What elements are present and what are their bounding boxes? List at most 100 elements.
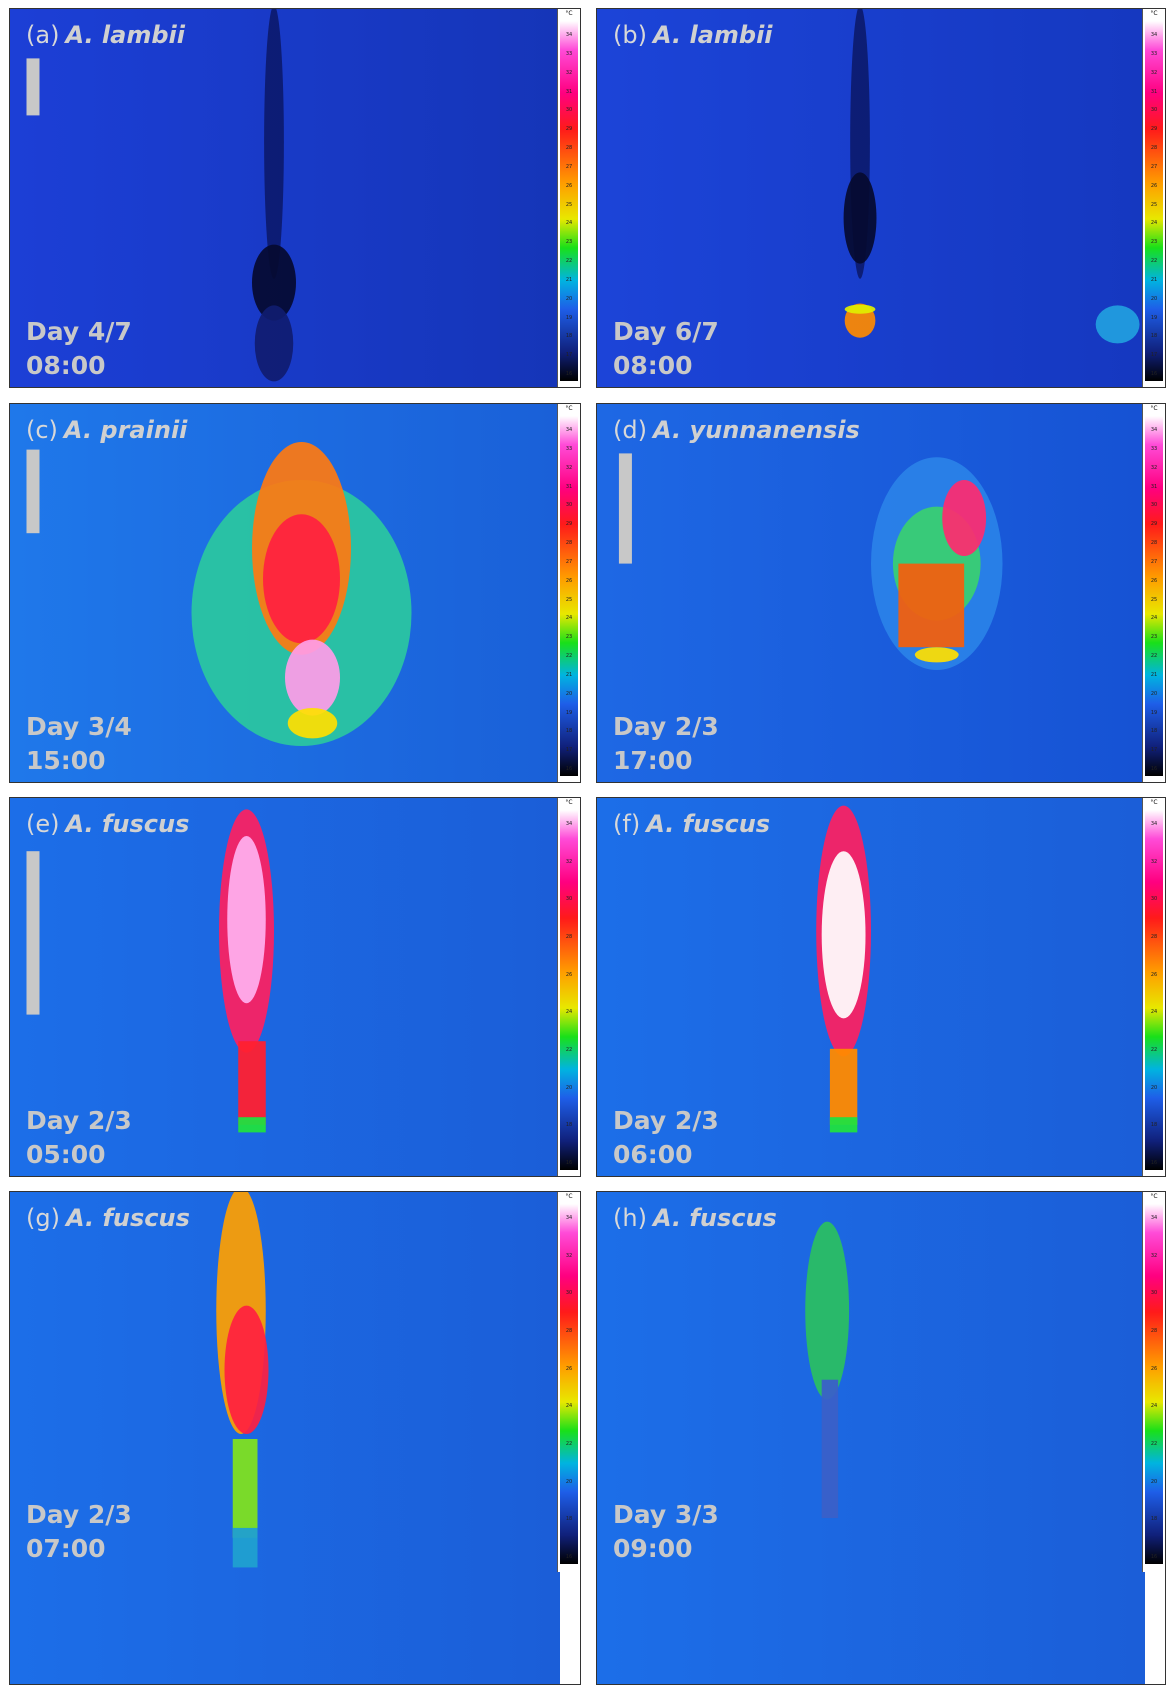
colorbar-tick: 24: [558, 1009, 580, 1015]
panel-label: (a)A. lambii: [26, 21, 185, 49]
colorbar-tick: 22: [1143, 1441, 1165, 1447]
panel: (h)A. fuscusDay 3/309:00°C34323028262422…: [596, 1191, 1166, 1685]
colorbar-tick: 16: [1143, 1160, 1165, 1166]
panel-letter: (f): [613, 810, 640, 838]
colorbar-unit: °C: [558, 1193, 580, 1200]
colorbar-tick: 20: [558, 1479, 580, 1485]
colorbar-tick: 28: [1143, 934, 1165, 940]
colorbar-tick: 27: [1143, 559, 1165, 565]
colorbar-tick: 21: [558, 277, 580, 283]
colorbar-tick: 26: [558, 972, 580, 978]
colorbar-tick: 16: [558, 766, 580, 772]
colorbar-tick: 32: [1143, 1253, 1165, 1259]
colorbar-tick: 30: [558, 107, 580, 113]
colorbar-tick: 19: [1143, 315, 1165, 321]
colorbar: °C34323028262422201816: [557, 1192, 580, 1572]
day: Day 4/7: [26, 315, 132, 349]
panel-letter: (c): [26, 416, 58, 444]
time: 15:00: [26, 744, 132, 778]
colorbar-tick: 26: [1143, 183, 1165, 189]
colorbar-tick: 20: [1143, 691, 1165, 697]
colorbar: °C34333231302928272625242322212019181716: [1142, 9, 1165, 388]
colorbar-tick: 24: [1143, 615, 1165, 621]
colorbar-tick: 16: [558, 371, 580, 377]
colorbar-tick: 22: [558, 653, 580, 659]
colorbar-tick: 24: [1143, 220, 1165, 226]
timestamp: Day 3/415:00: [26, 710, 132, 778]
colorbar-tick: 22: [558, 258, 580, 264]
colorbar-tick: 26: [1143, 578, 1165, 584]
colorbar-tick: 21: [1143, 277, 1165, 283]
colorbar-tick: 31: [558, 484, 580, 490]
panel-label: (g)A. fuscus: [26, 1204, 190, 1232]
colorbar-tick: 25: [1143, 597, 1165, 603]
panel: (g)A. fuscusDay 2/307:00°C34323028262422…: [9, 1191, 581, 1685]
colorbar: °C34323028262422201816: [557, 798, 580, 1177]
colorbar-tick: 22: [1143, 1047, 1165, 1053]
time: 06:00: [613, 1138, 719, 1172]
panel-letter: (d): [613, 416, 647, 444]
colorbar-unit: °C: [1143, 10, 1165, 17]
colorbar-tick: 18: [558, 1122, 580, 1128]
time: 17:00: [613, 744, 719, 778]
colorbar-tick: 28: [558, 1328, 580, 1334]
colorbar-unit: °C: [558, 10, 580, 17]
day: Day 2/3: [613, 1104, 719, 1138]
colorbar-tick: 18: [1143, 333, 1165, 339]
panel-label: (h)A. fuscus: [613, 1204, 777, 1232]
species: A. fuscus: [653, 1204, 777, 1232]
colorbar-tick: 27: [558, 559, 580, 565]
colorbar-tick: 26: [558, 578, 580, 584]
species: A. lambii: [653, 21, 773, 49]
colorbar-tick: 23: [1143, 634, 1165, 640]
colorbar-tick: 17: [558, 352, 580, 358]
colorbar-tick: 16: [558, 1554, 580, 1560]
time: 08:00: [613, 349, 719, 383]
colorbar-tick: 20: [558, 296, 580, 302]
colorbar-tick: 25: [558, 597, 580, 603]
colorbar-tick: 24: [558, 220, 580, 226]
colorbar-tick: 34: [1143, 821, 1165, 827]
panel-letter: (g): [26, 1204, 60, 1232]
colorbar-tick: 30: [1143, 896, 1165, 902]
species: A. yunnanensis: [653, 416, 860, 444]
colorbar-tick: 24: [1143, 1403, 1165, 1409]
colorbar-tick: 32: [558, 70, 580, 76]
colorbar-tick: 31: [1143, 484, 1165, 490]
species: A. fuscus: [66, 810, 190, 838]
colorbar-tick: 30: [1143, 502, 1165, 508]
colorbar-tick: 17: [1143, 747, 1165, 753]
day: Day 2/3: [26, 1498, 132, 1532]
colorbar-tick: 34: [558, 32, 580, 38]
colorbar-tick: 22: [1143, 653, 1165, 659]
colorbar-tick: 28: [558, 145, 580, 151]
time: 05:00: [26, 1138, 132, 1172]
colorbar-tick: 33: [558, 51, 580, 57]
colorbar-tick: 26: [1143, 1366, 1165, 1372]
colorbar-tick: 30: [558, 1290, 580, 1296]
colorbar-tick: 18: [1143, 728, 1165, 734]
colorbar-tick: 32: [558, 1253, 580, 1259]
colorbar-tick: 26: [558, 183, 580, 189]
colorbar-tick: 32: [558, 859, 580, 865]
colorbar-tick: 24: [1143, 1009, 1165, 1015]
species: A. lambii: [65, 21, 185, 49]
day: Day 6/7: [613, 315, 719, 349]
colorbar-tick: 18: [558, 728, 580, 734]
colorbar-tick: 34: [1143, 32, 1165, 38]
colorbar-tick: 30: [1143, 107, 1165, 113]
figure: (a)A. lambiiDay 4/708:00°C34333231302928…: [0, 0, 1166, 1685]
colorbar-tick: 20: [1143, 296, 1165, 302]
colorbar-tick: 29: [1143, 521, 1165, 527]
colorbar-tick: 24: [558, 1403, 580, 1409]
colorbar-tick: 26: [558, 1366, 580, 1372]
